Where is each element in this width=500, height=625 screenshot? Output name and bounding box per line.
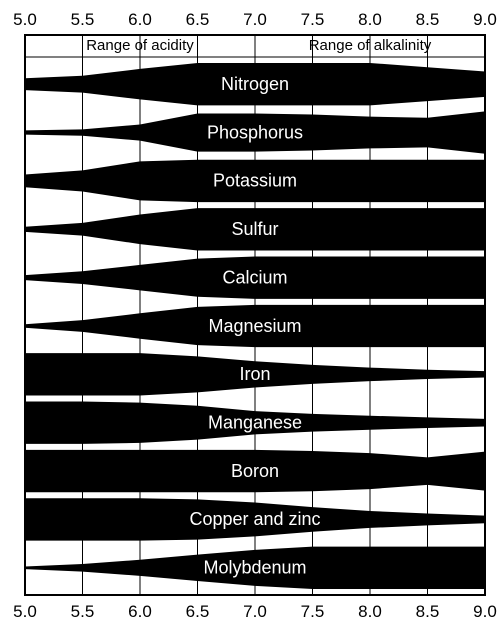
bottom-tick-label: 7.5 xyxy=(301,602,325,621)
nutrient-label: Magnesium xyxy=(208,316,301,336)
nutrient-label: Sulfur xyxy=(231,219,278,239)
top-tick-label: 8.0 xyxy=(358,10,382,29)
top-tick-label: 5.5 xyxy=(71,10,95,29)
nutrient-label: Molybdenum xyxy=(203,558,306,578)
bottom-tick-label: 6.0 xyxy=(128,602,152,621)
nutrient-label: Potassium xyxy=(213,171,297,191)
top-tick-label: 6.5 xyxy=(186,10,210,29)
nutrient-availability-chart: 5.0 5.0 5.5 5.5 6.0 6.0 6.5 6.5 7.0 7.0 7.5 7.5 8.0 8… xyxy=(0,0,500,625)
chart-svg: 5.0 5.0 5.5 5.5 6.0 6.0 6.5 6.5 7.0 7.0 7.5 7.5 8.0 8… xyxy=(0,0,500,625)
nutrient-label: Copper and zinc xyxy=(189,509,320,529)
bottom-tick-label: 6.5 xyxy=(186,602,210,621)
top-tick-label: 6.0 xyxy=(128,10,152,29)
nutrient-label: Iron xyxy=(239,364,270,384)
nutrient-label: Manganese xyxy=(208,412,302,432)
top-tick-label: 9.0 xyxy=(473,10,497,29)
bottom-tick-label: 5.5 xyxy=(71,602,95,621)
top-tick-label: 7.5 xyxy=(301,10,325,29)
nutrient-label: Nitrogen xyxy=(221,74,289,94)
bottom-tick-label: 9.0 xyxy=(473,602,497,621)
top-tick-label: 8.5 xyxy=(416,10,440,29)
bottom-tick-label: 8.0 xyxy=(358,602,382,621)
top-tick-label: 7.0 xyxy=(243,10,267,29)
bottom-tick-label: 7.0 xyxy=(243,602,267,621)
bottom-tick-label: 5.0 xyxy=(13,602,37,621)
nutrient-label: Boron xyxy=(231,461,279,481)
alkalinity-range-label: Range of alkalinity xyxy=(309,37,432,54)
bottom-tick-label: 8.5 xyxy=(416,602,440,621)
nutrient-label: Calcium xyxy=(222,267,287,287)
acidity-range-label: Range of acidity xyxy=(86,37,194,54)
top-tick-label: 5.0 xyxy=(13,10,37,29)
nutrient-label: Phosphorus xyxy=(207,122,303,142)
